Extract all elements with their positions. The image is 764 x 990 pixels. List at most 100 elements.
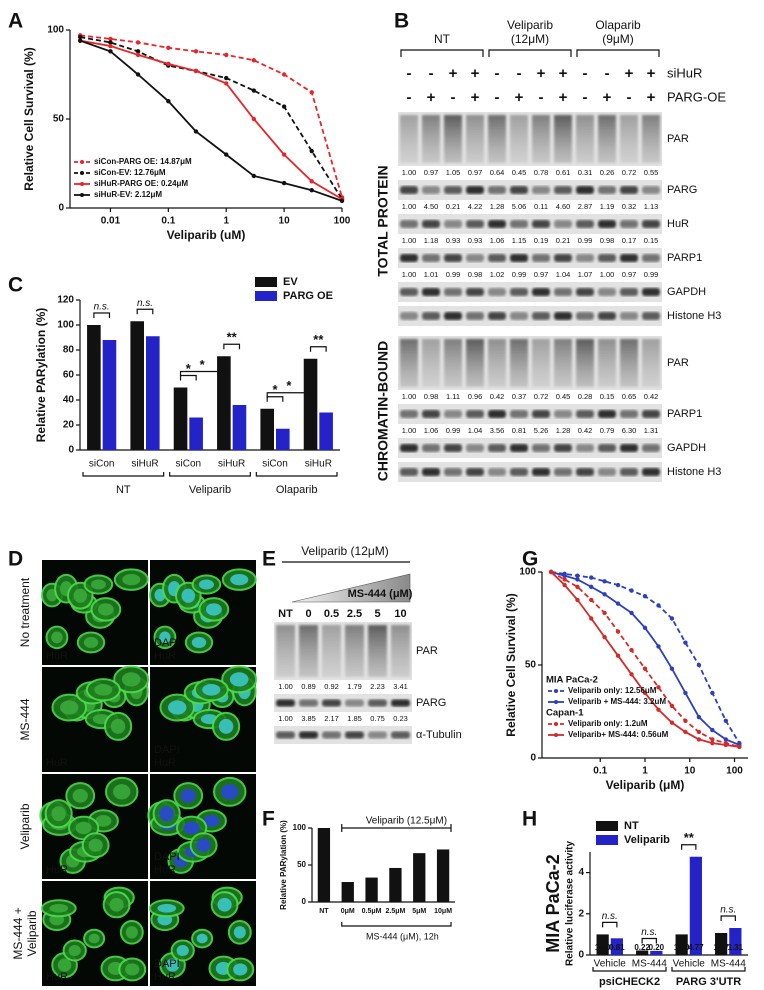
nucleus [230, 573, 249, 586]
x-tick-label: siCon [262, 459, 288, 470]
panel-label: A [8, 10, 23, 33]
point [562, 582, 567, 588]
nucleus [233, 926, 246, 939]
band [444, 220, 462, 228]
value-label: 1.07 [713, 943, 729, 952]
point [135, 72, 141, 77]
panel-label: B [394, 10, 409, 33]
legend-swatch [255, 291, 277, 301]
lane-label: 5 [374, 608, 380, 620]
legend-label: Veliparib+ MS-444: 0.56uM [568, 730, 669, 739]
x-tick-label: 0.1 [161, 216, 175, 227]
treatment-sign: + [449, 65, 458, 82]
band [642, 312, 660, 320]
blot-background [398, 112, 662, 166]
group-label: Olaparib [276, 484, 318, 496]
y-axis-label: Relative PARylation (%) [34, 308, 48, 442]
channel-label: DAPI [154, 637, 180, 649]
quantification: 1.85 [347, 714, 362, 723]
quantification: 5.26 [534, 426, 549, 435]
quantification: 1.00 [600, 270, 615, 279]
treatment-sign: - [495, 65, 500, 82]
nucleus [97, 603, 114, 616]
blot-row-label: HuR [667, 218, 689, 230]
x-tick-label: NT [319, 908, 329, 915]
band [554, 254, 572, 262]
value-label: 0.81 [609, 943, 625, 952]
point [575, 577, 580, 582]
smear [322, 625, 341, 677]
band [400, 312, 418, 320]
significance-bracket [93, 312, 111, 318]
treatment-sign: + [559, 65, 568, 82]
quantification: 1.00 [402, 168, 417, 177]
point [710, 737, 715, 742]
bar [260, 408, 274, 450]
chart-title: MIA PaCa-2 [543, 854, 563, 952]
nucleus [125, 926, 138, 939]
channel-label: HuR [154, 864, 176, 876]
y-axis-label: Relative Cell Survival (%) [504, 593, 518, 736]
row-label: Veliparib [25, 910, 39, 956]
point [656, 707, 661, 712]
smear [368, 625, 387, 677]
band [576, 410, 594, 418]
point [589, 616, 594, 621]
nucleus [110, 718, 126, 734]
y-tick-label: 0 [58, 203, 64, 214]
value-label: 1.00 [674, 943, 690, 952]
smear [391, 625, 410, 677]
quantification: 3.85 [301, 714, 316, 723]
point [737, 744, 742, 750]
y-tick-label: 100 [57, 320, 74, 331]
legend-label: Veliparib + MS-444: 3.2uM [568, 697, 666, 706]
channel-label: HuR [154, 650, 176, 662]
smear [554, 339, 572, 387]
x-tick-label: 0.1 [593, 766, 607, 777]
quantification: 0.81 [512, 426, 527, 435]
point [548, 569, 554, 575]
legend-group: Capan-1 [546, 708, 584, 719]
legend-marker [554, 700, 558, 704]
smear [642, 115, 660, 163]
blot-background [398, 336, 662, 390]
nucleus [95, 815, 112, 827]
bar [610, 938, 623, 955]
condition-bracket [400, 49, 484, 57]
lane-label: 0.5 [324, 608, 339, 620]
nucleus [176, 945, 189, 956]
point [193, 129, 199, 134]
channel-label: HuR [46, 757, 68, 769]
significance-bracket [720, 915, 736, 922]
band [576, 254, 594, 262]
bar [436, 849, 450, 902]
band [532, 288, 550, 296]
blot-background [398, 404, 662, 424]
point [251, 88, 257, 93]
band [444, 186, 462, 194]
quantification: 0.98 [424, 392, 439, 401]
bar [715, 932, 728, 955]
band [642, 288, 660, 296]
series-line [79, 39, 343, 202]
x-tick-label: MS-444 [711, 959, 746, 970]
significance-bracket [602, 921, 618, 928]
legend-swatch [255, 277, 277, 287]
band [642, 186, 660, 194]
bar [276, 428, 290, 450]
y-tick-label: 120 [57, 295, 74, 306]
smear [299, 625, 318, 677]
lane-label: 0 [305, 608, 311, 620]
treatment-sign: + [647, 65, 656, 82]
band [299, 731, 318, 739]
point [589, 584, 594, 590]
value-label: 1.31 [728, 943, 744, 952]
significance: ** [227, 330, 238, 345]
band [532, 444, 550, 452]
band [598, 220, 616, 228]
y-tick-label: 2 [578, 908, 584, 919]
band [620, 288, 638, 296]
blot-background [398, 248, 662, 268]
quantification: 0.17 [622, 236, 637, 245]
band [510, 288, 528, 296]
